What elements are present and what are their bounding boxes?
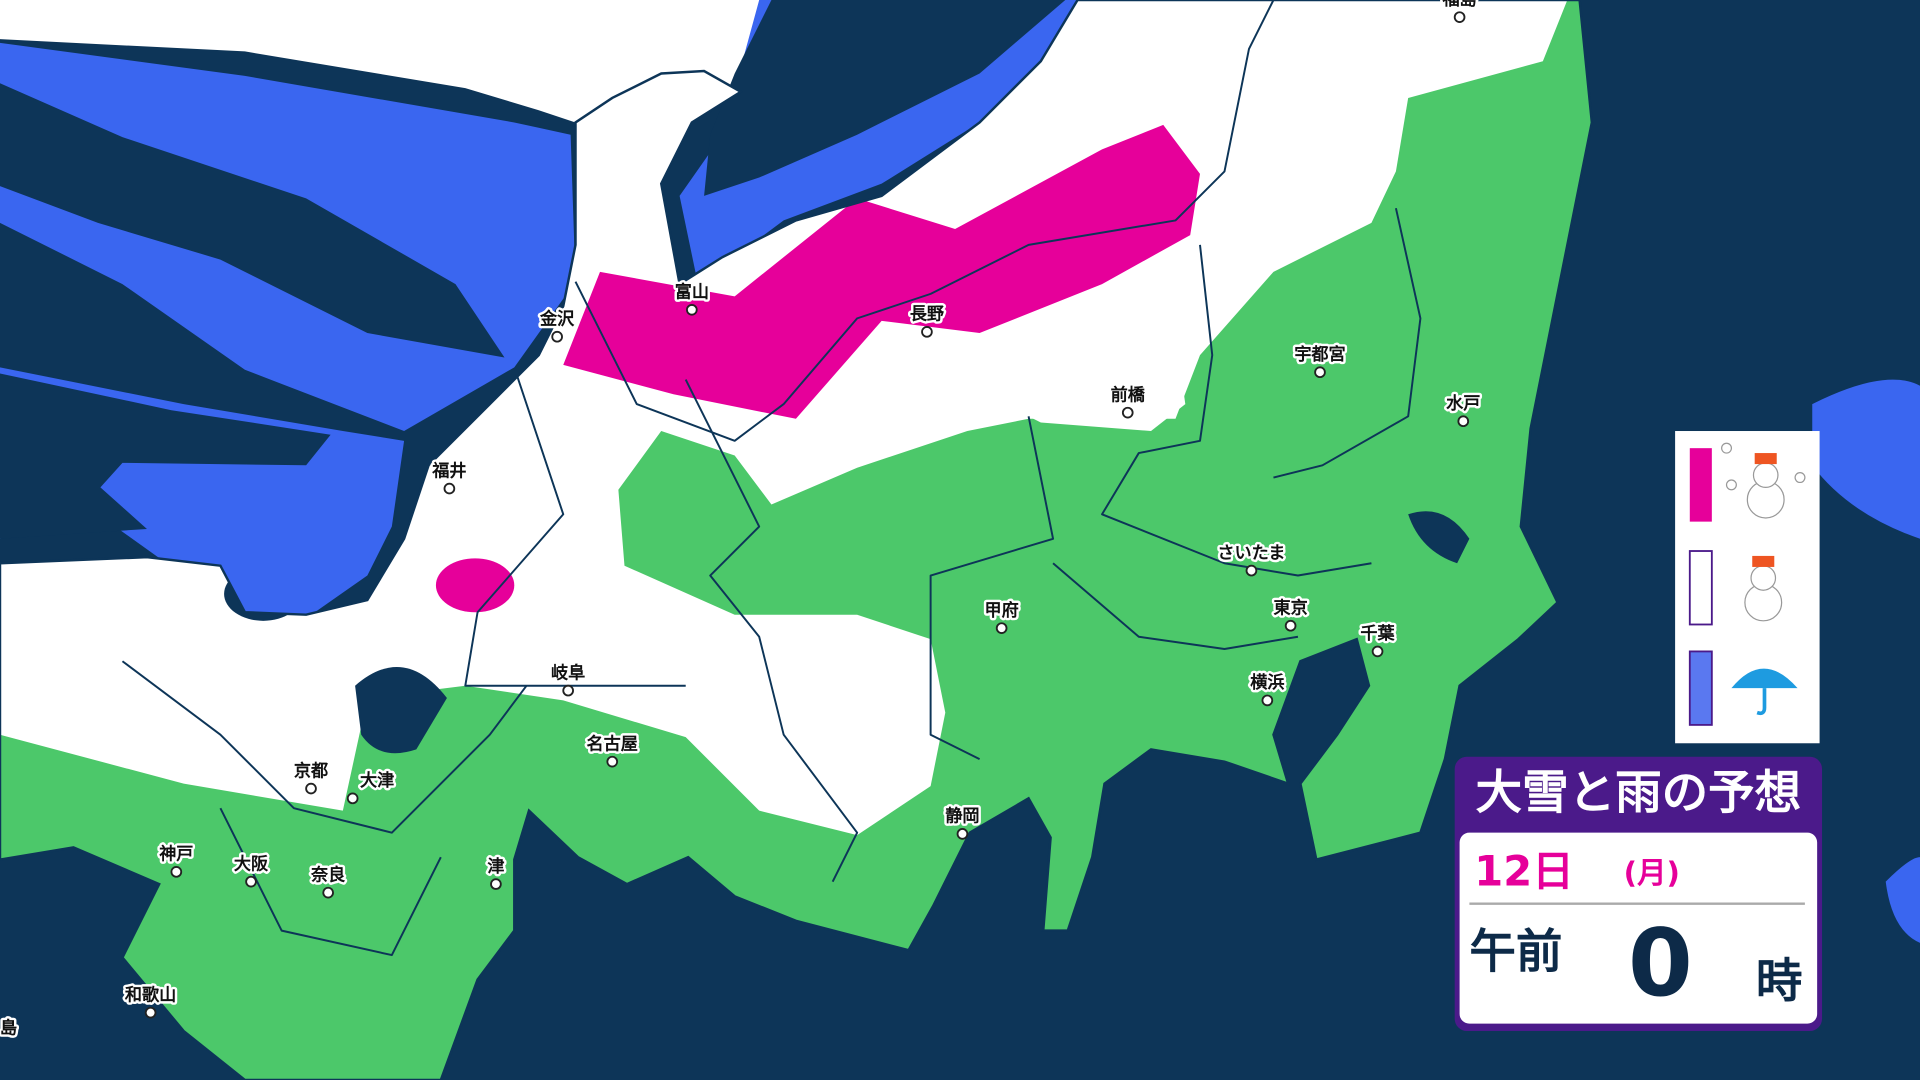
city-dot [245,875,257,888]
border [1052,562,1299,650]
city-dot [1457,415,1470,428]
city-label: 名古屋 [587,733,638,754]
heavy-snow-icon [1721,442,1806,519]
border [574,0,1275,442]
city-label: 京都 [294,760,328,781]
city-dot [346,792,359,805]
border [929,416,1055,761]
legend-swatch-heavy-snow [1689,448,1712,522]
sea-gap [0,373,331,539]
city-label: 甲府 [985,600,1019,621]
city-dot [1261,694,1274,707]
city-label: 水戸 [1446,393,1480,414]
legend-swatch-rain [1688,650,1713,726]
city-label: 前橋 [1111,384,1146,405]
panel-body [1459,832,1818,1024]
snow-area [979,323,1186,432]
city-dot [562,684,574,697]
legend-swatch-snow [1688,550,1713,626]
border [1273,207,1422,479]
rain-icon [1731,668,1798,716]
border [464,367,686,687]
city-label: さいたま [1217,543,1285,563]
city-label: 奈良 [310,864,345,885]
city-label: 東京 [1273,597,1307,618]
city-dot [322,886,334,899]
forecast-weekday: (月) [1624,856,1680,890]
lake [1408,511,1470,564]
city-dot [1314,366,1326,379]
panel-title: 大雪と雨の予想 [1476,765,1802,819]
rain-area-sea [1812,379,1920,539]
city-label: 長野 [910,305,945,325]
rain-area-sea [1885,857,1920,943]
border [121,660,528,834]
border [219,807,442,957]
lake [355,666,447,754]
city-dot [1245,564,1258,577]
city-dot [921,326,933,338]
city-label: 福井 [431,460,466,481]
city-dot [170,866,183,878]
city-dot [606,755,619,768]
forecast-hour-unit: 時 [1756,954,1803,1008]
sea-gap [704,0,1066,196]
city-dot [956,828,969,840]
city-dot [995,622,1008,634]
city-label: 和歌山 [125,984,176,1005]
city-dot [686,303,698,316]
city-dot [144,1006,157,1019]
snow-area-sea [0,0,766,123]
sea-gap [0,83,505,358]
city-dot [1371,645,1384,658]
border [1101,244,1372,577]
city-label: 千葉 [1360,623,1395,644]
heavy-snow-area [435,558,515,613]
city-dot [490,878,502,890]
city-dot [443,482,456,495]
legend [1675,431,1820,744]
city-label: 静岡 [945,806,979,827]
city-dot [551,330,563,343]
city-label: 金沢 [539,308,575,329]
city-dot [1453,11,1466,23]
city-label: 宇都宮 [1294,344,1345,365]
city-label: 大津 [360,770,394,791]
heavy-snow-area [563,124,1200,419]
forecast-period: 午前 [1469,925,1562,979]
border [684,379,859,883]
city-label: 大阪 [234,853,269,874]
city-dot [1284,619,1297,632]
city-label: 岐阜 [551,662,585,683]
city-dot [305,782,317,795]
forecast-hour: 0 [1628,909,1693,1017]
city-label: 神戸 [159,844,193,865]
snow-icon [1744,555,1783,622]
city-dot [1121,406,1134,419]
city-label: 福島 [1441,0,1476,10]
city-label: 津 [487,856,504,877]
city-label: 富山 [675,282,709,303]
forecast-date: 12日 [1474,846,1574,895]
city-label: 島 [0,1017,17,1038]
city-label: 横浜 [1250,672,1284,693]
forecast-panel: 大雪と雨の予想 12日 (月) 午前 0 時 [1454,756,1823,1032]
